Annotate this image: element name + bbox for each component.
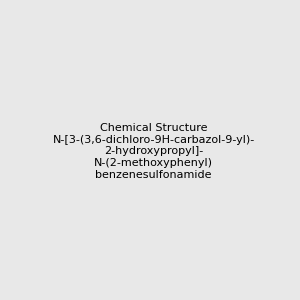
Text: Chemical Structure
N-[3-(3,6-dichloro-9H-carbazol-9-yl)-
2-hydroxypropyl]-
N-(2-: Chemical Structure N-[3-(3,6-dichloro-9H… bbox=[52, 123, 255, 180]
